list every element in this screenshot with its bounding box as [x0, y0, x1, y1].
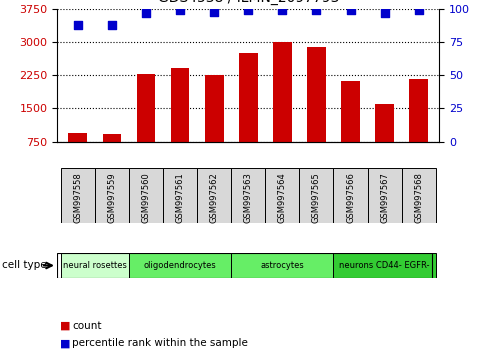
Bar: [402, 168, 436, 223]
Text: percentile rank within the sample: percentile rank within the sample: [72, 338, 248, 348]
Text: GSM997564: GSM997564: [278, 172, 287, 223]
Text: GSM997562: GSM997562: [210, 172, 219, 223]
Point: [210, 8, 218, 14]
Bar: [273, 42, 292, 142]
Bar: [95, 168, 129, 223]
Bar: [333, 253, 436, 278]
Point: [278, 7, 286, 13]
Text: GSM997567: GSM997567: [380, 172, 389, 223]
Bar: [341, 81, 360, 142]
Bar: [333, 168, 368, 223]
Text: GSM997565: GSM997565: [312, 172, 321, 223]
Bar: [171, 68, 190, 142]
Point: [381, 10, 389, 16]
Bar: [61, 253, 129, 278]
Bar: [163, 168, 197, 223]
Bar: [205, 75, 224, 142]
Bar: [307, 47, 326, 142]
Bar: [129, 168, 163, 223]
Point: [142, 10, 150, 16]
Text: GSM997559: GSM997559: [107, 172, 116, 223]
Text: cell type: cell type: [2, 261, 47, 270]
Bar: [231, 168, 265, 223]
Point: [415, 7, 423, 13]
Bar: [368, 168, 402, 223]
Bar: [129, 253, 231, 278]
Text: GSM997560: GSM997560: [142, 172, 151, 223]
Text: oligodendrocytes: oligodendrocytes: [144, 261, 217, 270]
Text: GSM997568: GSM997568: [414, 172, 423, 223]
Bar: [239, 53, 257, 142]
Title: GDS4538 / ILMN_2097793: GDS4538 / ILMN_2097793: [158, 0, 339, 5]
Bar: [68, 133, 87, 142]
Point: [312, 7, 320, 13]
Point: [346, 7, 354, 13]
Bar: [375, 104, 394, 142]
Text: count: count: [72, 321, 102, 331]
Point: [108, 22, 116, 28]
Text: neural rosettes: neural rosettes: [63, 261, 127, 270]
Text: GSM997558: GSM997558: [73, 172, 82, 223]
Text: GSM997561: GSM997561: [176, 172, 185, 223]
Bar: [231, 253, 333, 278]
Bar: [299, 168, 333, 223]
Bar: [137, 74, 155, 142]
Bar: [103, 134, 121, 142]
Point: [176, 7, 184, 13]
Bar: [409, 79, 428, 142]
Point: [74, 22, 82, 28]
Text: GSM997566: GSM997566: [346, 172, 355, 223]
Text: ■: ■: [60, 338, 70, 348]
Bar: [265, 168, 299, 223]
Bar: [61, 168, 95, 223]
Text: ■: ■: [60, 321, 70, 331]
Text: GSM997563: GSM997563: [244, 172, 253, 223]
Text: astrocytes: astrocytes: [260, 261, 304, 270]
Text: neurons CD44- EGFR-: neurons CD44- EGFR-: [339, 261, 430, 270]
Bar: [197, 168, 231, 223]
Point: [244, 7, 252, 13]
